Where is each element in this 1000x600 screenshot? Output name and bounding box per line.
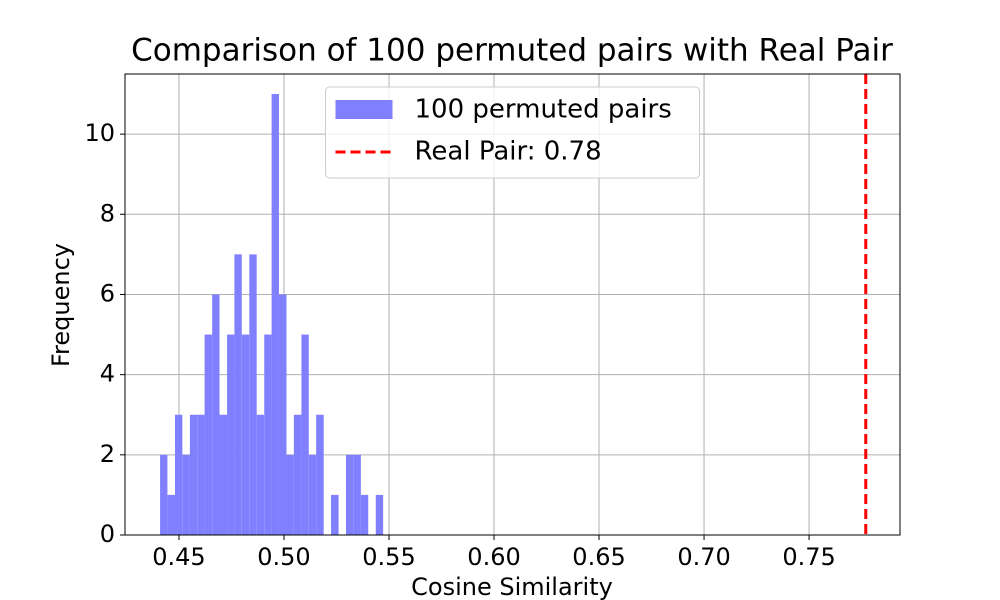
histogram-bar xyxy=(264,334,272,535)
histogram-bar xyxy=(278,294,287,535)
y-tick-label: 8 xyxy=(100,199,115,227)
histogram-bar xyxy=(174,414,183,535)
histogram-bar xyxy=(331,494,339,535)
histogram-bar xyxy=(286,454,294,535)
legend-swatch xyxy=(335,100,393,119)
x-axis-label: Cosine Similarity xyxy=(411,573,613,600)
histogram-bar xyxy=(212,294,220,535)
x-tick-label: 0.70 xyxy=(677,543,730,571)
histogram-bar xyxy=(189,414,198,535)
y-tick-label: 4 xyxy=(100,360,115,388)
histogram-bar xyxy=(353,454,361,535)
legend-label: Real Pair: 0.78 xyxy=(415,137,602,167)
histogram-bar xyxy=(160,454,168,535)
histogram-bar xyxy=(182,454,190,535)
chart-title: Comparison of 100 permuted pairs with Re… xyxy=(131,33,893,69)
y-tick-label: 10 xyxy=(84,119,115,147)
histogram-bar xyxy=(375,494,384,535)
histogram-bar xyxy=(227,334,235,535)
y-tick-label: 2 xyxy=(100,440,115,468)
histogram-bar xyxy=(301,334,309,535)
legend-label: 100 permuted pairs xyxy=(415,95,672,125)
histogram-bar xyxy=(167,494,175,535)
x-tick-label: 0.55 xyxy=(362,543,415,571)
histogram-bar xyxy=(360,494,369,535)
x-tick-label: 0.65 xyxy=(572,543,625,571)
histogram-bar xyxy=(308,454,317,535)
histogram-bar xyxy=(204,334,213,535)
legend-box xyxy=(325,86,700,179)
y-tick-label: 6 xyxy=(100,279,115,307)
x-tick-label: 0.50 xyxy=(257,543,310,571)
histogram-bar xyxy=(256,414,265,535)
histogram-bar xyxy=(249,254,257,536)
histogram-bar xyxy=(234,254,242,536)
x-tick-label: 0.75 xyxy=(782,543,835,571)
plot-frame xyxy=(124,73,901,536)
x-tick-label: 0.60 xyxy=(467,543,520,571)
histogram-bar xyxy=(293,414,302,535)
histogram-bar xyxy=(345,454,354,535)
histogram-bar xyxy=(271,94,279,535)
x-tick-label: 0.45 xyxy=(152,543,205,571)
y-tick-label: 0 xyxy=(100,520,115,548)
y-axis-label: Frequency xyxy=(47,243,75,367)
histogram-bar xyxy=(241,334,250,535)
histogram-bar xyxy=(316,414,324,535)
histogram-bar xyxy=(197,414,205,535)
histogram-bar xyxy=(219,414,228,535)
